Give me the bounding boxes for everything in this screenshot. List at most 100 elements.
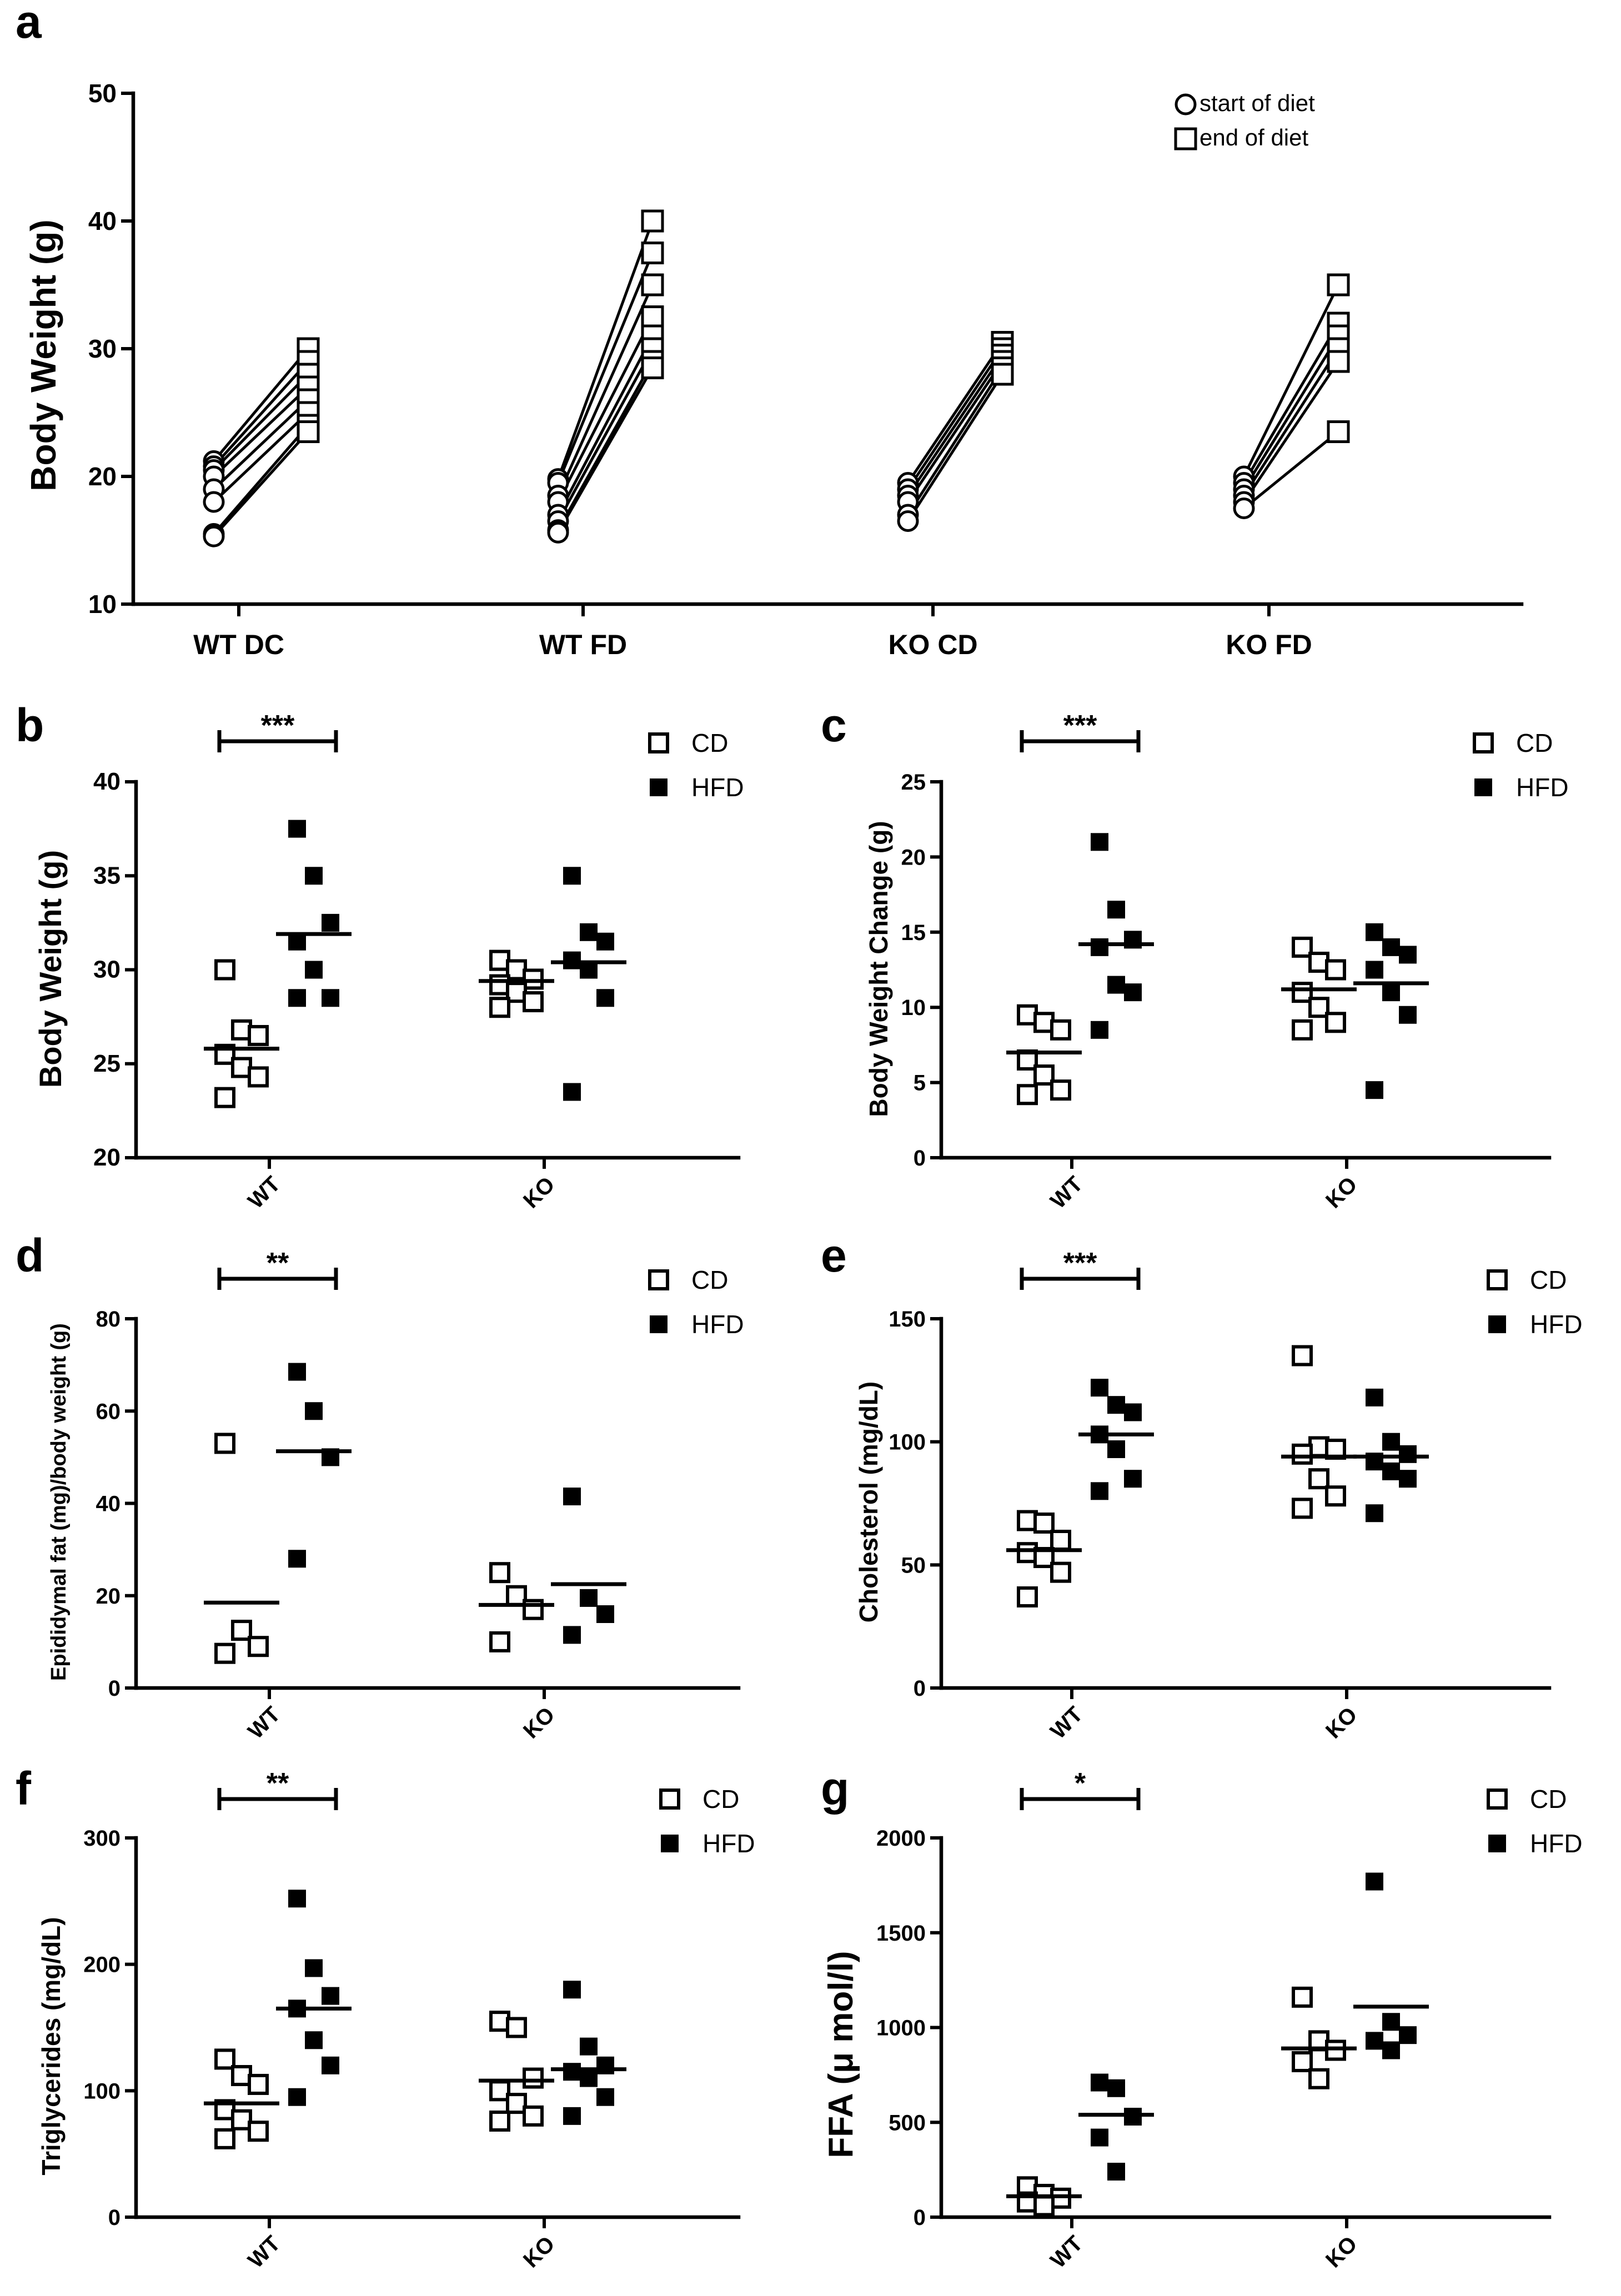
panel-d: d Epididymal fat (mg)/body weight (g) 0 2… — [16, 1229, 744, 1744]
start-point — [547, 521, 569, 544]
panel-a-data — [203, 209, 1350, 547]
hfd-point — [305, 867, 323, 885]
hfd-point — [1107, 1396, 1125, 1414]
hfd-point — [1382, 938, 1400, 956]
y-tick-label: 10 — [901, 996, 926, 1020]
hfd-point — [1382, 1462, 1400, 1480]
hfd-point — [580, 923, 598, 941]
legend-circle-marker — [1175, 93, 1197, 115]
panel-e: e Cholesterol (mg/dL) 0 50 100 150 WT KO ***… — [821, 1229, 1583, 1744]
cd-point — [1017, 1084, 1038, 1106]
hfd-point — [563, 1488, 581, 1506]
x-tick-label: WT — [243, 1172, 285, 1213]
cd-point — [1308, 1468, 1329, 1490]
legend-label: CD — [691, 729, 728, 757]
panel-e-significance: *** — [1020, 1247, 1141, 1290]
cd-point — [231, 2109, 252, 2131]
cd-point — [1292, 1986, 1313, 2008]
x-tick-label: KO CD — [888, 629, 977, 660]
hfd-point — [1091, 833, 1108, 851]
pair-line — [213, 399, 309, 490]
cd-point — [1017, 1586, 1038, 1607]
hfd-point — [1399, 1470, 1417, 1488]
hfd-point — [288, 2088, 306, 2106]
legend-hfd-marker — [650, 778, 668, 796]
legend-square-marker — [1174, 127, 1197, 150]
cd-point — [248, 2121, 269, 2142]
panel-a-ylabel: Body Weight (g) — [23, 219, 63, 491]
hfd-point — [288, 820, 306, 838]
legend-cd-marker — [1487, 1788, 1508, 1810]
cd-point — [1308, 2068, 1329, 2089]
legend-cd-marker — [1487, 1269, 1508, 1290]
pair-line — [556, 367, 654, 534]
y-tick-label: 10 — [88, 590, 117, 619]
hfd-point — [1124, 983, 1142, 1002]
hfd-point — [596, 989, 614, 1007]
x-tick-label: KO — [519, 1702, 560, 1744]
y-tick-label: 20 — [88, 462, 117, 491]
cd-point — [214, 2128, 235, 2149]
hfd-point — [1107, 976, 1125, 994]
pair-line — [556, 252, 654, 484]
end-point — [1327, 350, 1350, 373]
legend-hfd-marker — [661, 1835, 679, 1852]
start-point — [1233, 498, 1255, 519]
panel-f-y-axis: 0 100 200 300 — [83, 1826, 138, 2230]
legend-label: HFD — [1530, 1310, 1583, 1339]
end-point — [641, 273, 664, 297]
y-tick-label: 80 — [96, 1307, 121, 1332]
significance-label: *** — [1063, 1247, 1097, 1279]
cd-point — [214, 1433, 235, 1454]
pair-line — [906, 348, 1004, 490]
hfd-point — [1399, 946, 1417, 964]
hfd-point — [1382, 1433, 1400, 1451]
cd-point — [1033, 1064, 1055, 1086]
hfd-point — [563, 1083, 581, 1101]
panel-b-data — [204, 820, 626, 1108]
start-point — [203, 491, 225, 513]
hfd-point — [305, 961, 323, 979]
pair-line — [556, 335, 654, 516]
cd-point — [248, 2073, 269, 2095]
cd-point — [1292, 1498, 1313, 1519]
end-point — [641, 242, 664, 264]
legend-label: CD — [702, 1785, 739, 1813]
legend-hfd-marker — [1474, 778, 1492, 796]
y-tick-label: 40 — [88, 207, 117, 235]
y-tick-label: 15 — [901, 921, 926, 945]
legend-label: CD — [1530, 1785, 1567, 1813]
hfd-point — [1107, 2163, 1125, 2181]
hfd-point — [1107, 1440, 1125, 1458]
pair-line — [213, 424, 309, 535]
panel-e-x-axis: WT KO — [939, 1686, 1552, 1744]
end-point — [297, 420, 320, 443]
y-tick-label: 0 — [914, 2205, 926, 2230]
x-tick-label: WT DC — [193, 629, 284, 660]
panel-letter-f: f — [16, 1762, 32, 1815]
legend-hfd-marker — [1488, 1835, 1506, 1852]
y-tick-label: 30 — [88, 334, 117, 363]
legend-label-end: end of diet — [1200, 124, 1308, 150]
hfd-point — [1366, 961, 1383, 979]
hfd-point — [288, 1550, 306, 1568]
panel-d-ylabel: Epididymal fat (mg)/body weight (g) — [47, 1323, 71, 1681]
legend-cd-marker — [1473, 732, 1494, 753]
panel-letter-e: e — [821, 1229, 847, 1282]
panel-f-legend: CD HFD — [659, 1785, 755, 1858]
panel-c: c Body Weight Change (g) 0 5 10 15 20 25 WT KO… — [821, 699, 1569, 1213]
cd-point — [1292, 982, 1313, 1003]
hfd-point — [563, 2107, 581, 2125]
hfd-point — [563, 1626, 581, 1644]
panel-a: a Body Weight (g) 10 20 30 40 50 WT DC WT FD K… — [16, 0, 1524, 660]
hfd-point — [322, 2056, 339, 2074]
panel-e-legend: CD HFD — [1487, 1265, 1583, 1339]
end-point — [991, 363, 1014, 386]
legend-hfd-marker — [1488, 1315, 1506, 1333]
y-tick-label: 35 — [93, 862, 121, 889]
hfd-point — [322, 989, 339, 1007]
cd-point — [1050, 1019, 1071, 1041]
legend-cd-marker — [648, 1269, 669, 1290]
cd-point — [1292, 2051, 1313, 2072]
